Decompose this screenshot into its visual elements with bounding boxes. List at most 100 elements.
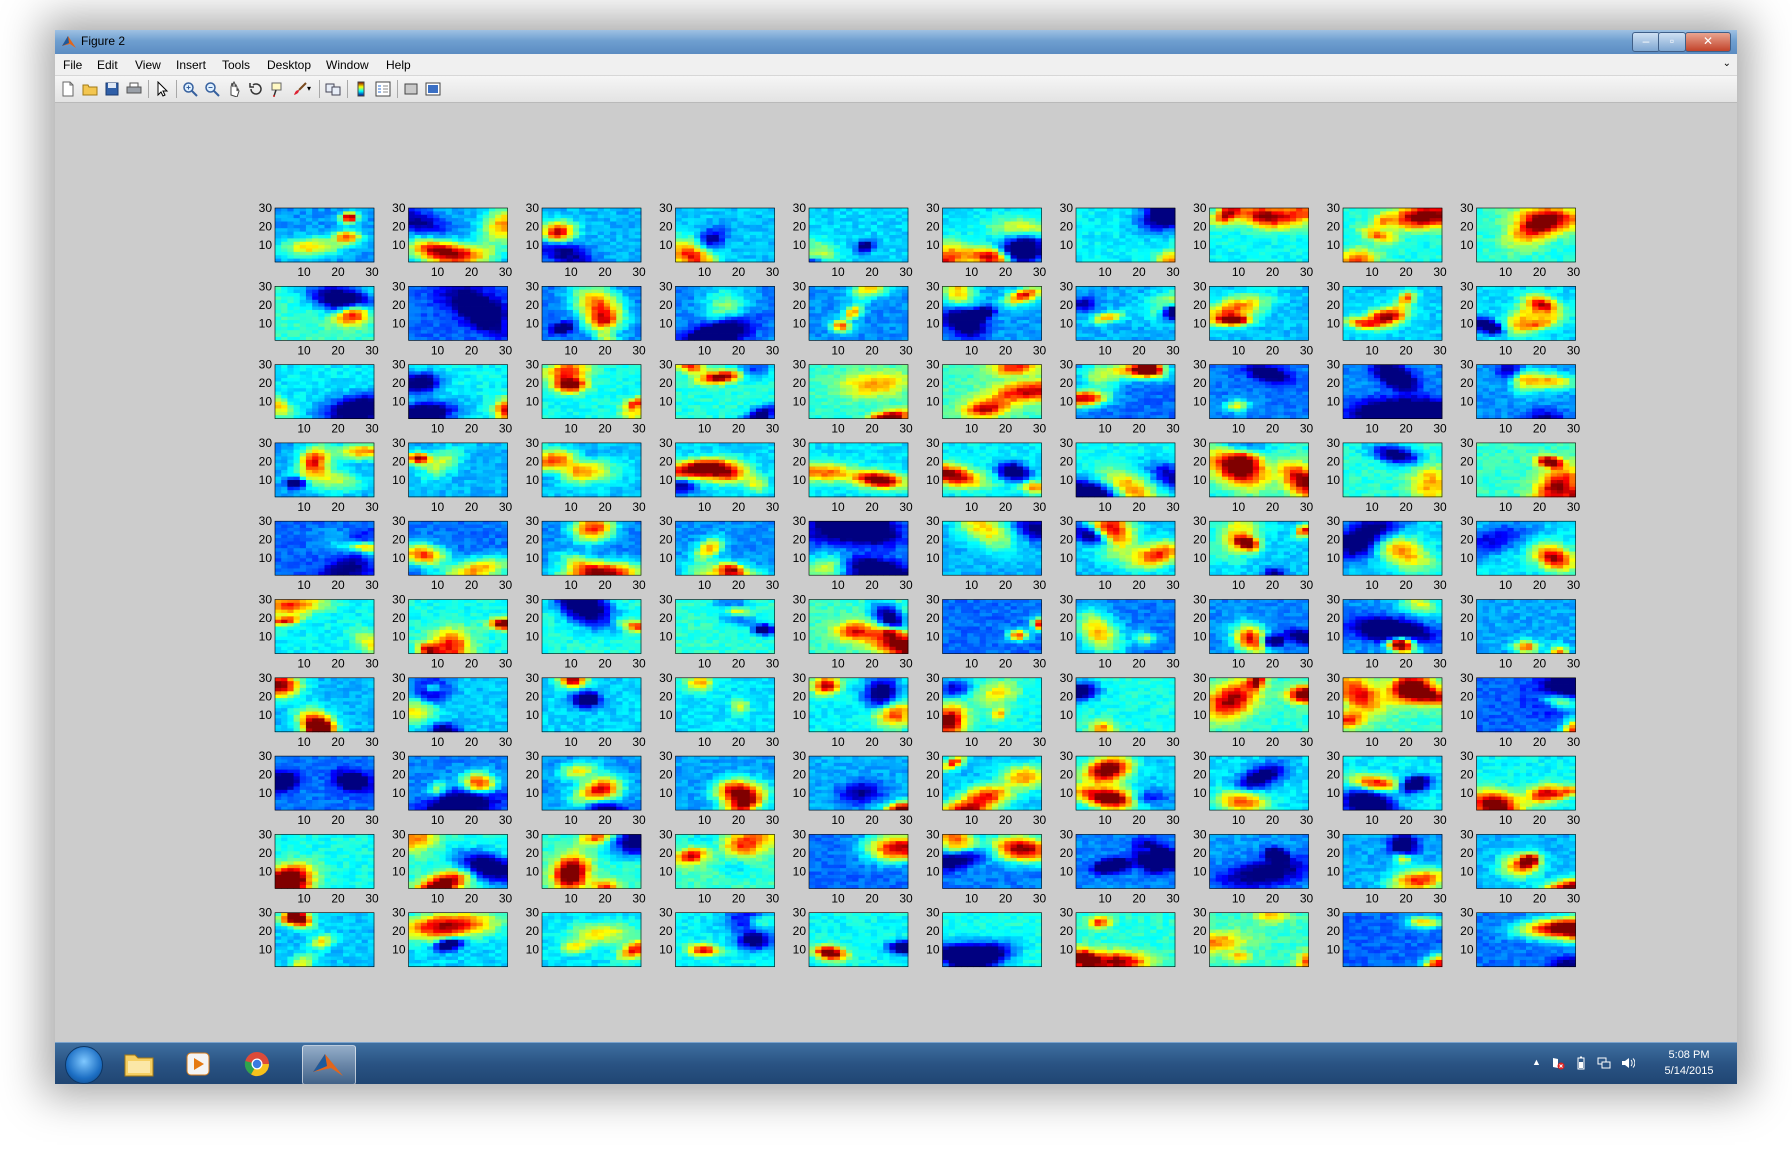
- subplot-46[interactable]: 30 20 10 10 20 30: [926, 514, 1046, 592]
- subplot-23[interactable]: 30 20 10 10 20 30: [526, 358, 646, 436]
- network-icon[interactable]: [1597, 1056, 1611, 1070]
- subplot-85[interactable]: 30 20 10 10 20 30: [793, 827, 913, 905]
- subplot-7[interactable]: 30 20 10 10 20 30: [1060, 201, 1180, 279]
- subplot-43[interactable]: 30 20 10 10 20 30: [526, 514, 646, 592]
- subplot-14[interactable]: 30 20 10 10 20 30: [659, 279, 779, 357]
- link-plot-icon[interactable]: [325, 81, 341, 97]
- title-bar[interactable]: Figure 2 – ▫ ✕: [55, 30, 1737, 55]
- subplot-84[interactable]: 30 20 10 10 20 30: [659, 827, 779, 905]
- subplot-39[interactable]: 30 20 10 10 20 30: [1327, 436, 1447, 514]
- subplot-3[interactable]: 30 20 10 10 20 30: [526, 201, 646, 279]
- subplot-86[interactable]: 30 20 10 10 20 30: [926, 827, 1046, 905]
- start-button-icon[interactable]: [65, 1046, 103, 1084]
- battery-icon[interactable]: [1574, 1056, 1588, 1070]
- subplot-78[interactable]: 30 20 10 10 20 30: [1193, 749, 1313, 827]
- subplot-8[interactable]: 30 20 10 10 20 30: [1193, 201, 1313, 279]
- subplot-17[interactable]: 30 20 10 10 20 30: [1060, 279, 1180, 357]
- pointer-icon[interactable]: [154, 81, 170, 97]
- subplot-38[interactable]: 30 20 10 10 20 30: [1193, 436, 1313, 514]
- subplot-25[interactable]: 30 20 10 10 20 30: [793, 358, 913, 436]
- menu-view[interactable]: View: [135, 58, 161, 72]
- subplot-77[interactable]: 30 20 10 10 20 30: [1060, 749, 1180, 827]
- subplot-56[interactable]: 30 20 10 10 20 30: [926, 593, 1046, 671]
- subplot-57[interactable]: 30 20 10 10 20 30: [1060, 593, 1180, 671]
- subplot-36[interactable]: 30 20 10 10 20 30: [926, 436, 1046, 514]
- subplot-80[interactable]: 30 20 10 10 20 30: [1460, 749, 1580, 827]
- subplot-16[interactable]: 30 20 10 10 20 30: [926, 279, 1046, 357]
- menu-desktop[interactable]: Desktop: [267, 58, 311, 72]
- new-figure-icon[interactable]: [60, 81, 76, 97]
- menu-tools[interactable]: Tools: [222, 58, 250, 72]
- subplot-45[interactable]: 30 20 10 10 20 30: [793, 514, 913, 592]
- clock-time[interactable]: 5:08 PM: [1659, 1049, 1719, 1061]
- subplot-4[interactable]: 30 20 10 10 20 30: [659, 201, 779, 279]
- subplot-22[interactable]: 30 20 10 10 20 30: [392, 358, 512, 436]
- subplot-81[interactable]: 30 20 10 10 20 30: [259, 827, 379, 905]
- maximize-button[interactable]: ▫: [1658, 32, 1686, 52]
- subplot-53[interactable]: 30 20 10 10 20 30: [526, 593, 646, 671]
- menu-window[interactable]: Window: [326, 58, 369, 72]
- subplot-44[interactable]: 30 20 10 10 20 30: [659, 514, 779, 592]
- subplot-20[interactable]: 30 20 10 10 20 30: [1460, 279, 1580, 357]
- subplot-74[interactable]: 30 20 10 10 20 30: [659, 749, 779, 827]
- subplot-11[interactable]: 30 20 10 10 20 30: [259, 279, 379, 357]
- subplot-69[interactable]: 30 20 10 10 20 30: [1327, 671, 1447, 749]
- taskbar-media-player[interactable]: [172, 1045, 224, 1083]
- zoom-out-icon[interactable]: [204, 81, 220, 97]
- subplot-50[interactable]: 30 20 10 10 20 30: [1460, 514, 1580, 592]
- close-button[interactable]: ✕: [1685, 32, 1731, 52]
- minimize-button[interactable]: –: [1632, 32, 1660, 52]
- print-icon[interactable]: [126, 81, 142, 97]
- subplot-75[interactable]: 30 20 10 10 20 30: [793, 749, 913, 827]
- subplot-15[interactable]: 30 20 10 10 20 30: [793, 279, 913, 357]
- subplot-30[interactable]: 30 20 10 10 20 30: [1460, 358, 1580, 436]
- subplot-9[interactable]: 30 20 10 10 20 30: [1327, 201, 1447, 279]
- subplot-63[interactable]: 30 20 10 10 20 30: [526, 671, 646, 749]
- subplot-49[interactable]: 30 20 10 10 20 30: [1327, 514, 1447, 592]
- subplot-54[interactable]: 30 20 10 10 20 30: [659, 593, 779, 671]
- subplot-64[interactable]: 30 20 10 10 20 30: [659, 671, 779, 749]
- subplot-42[interactable]: 30 20 10 10 20 30: [392, 514, 512, 592]
- subplot-40[interactable]: 30 20 10 10 20 30: [1460, 436, 1580, 514]
- taskbar-explorer[interactable]: [113, 1045, 165, 1083]
- subplot-28[interactable]: 30 20 10 10 20 30: [1193, 358, 1313, 436]
- subplot-35[interactable]: 30 20 10 10 20 30: [793, 436, 913, 514]
- subplot-60[interactable]: 30 20 10 10 20 30: [1460, 593, 1580, 671]
- subplot-51[interactable]: 30 20 10 10 20 30: [259, 593, 379, 671]
- subplot-79[interactable]: 30 20 10 10 20 30: [1327, 749, 1447, 827]
- show-hidden-icons-icon[interactable]: ▲: [1532, 1057, 1546, 1071]
- colorbar-icon[interactable]: [353, 81, 369, 97]
- open-file-icon[interactable]: [82, 81, 98, 97]
- subplot-29[interactable]: 30 20 10 10 20 30: [1327, 358, 1447, 436]
- legend-icon[interactable]: [375, 81, 391, 97]
- subplot-10[interactable]: 30 20 10 10 20 30: [1460, 201, 1580, 279]
- rotate-3d-icon[interactable]: [248, 81, 264, 97]
- subplot-47[interactable]: 30 20 10 10 20 30: [1060, 514, 1180, 592]
- subplot-13[interactable]: 30 20 10 10 20 30: [526, 279, 646, 357]
- subplot-41[interactable]: 30 20 10 10 20 30: [259, 514, 379, 592]
- figure-canvas[interactable]: 30 20 10 10 20 30 30 20 10 10 20 30 30 20 10 10 20 30 30 20…: [55, 102, 1737, 970]
- subplot-83[interactable]: 30 20 10 10 20 30: [526, 827, 646, 905]
- subplot-71[interactable]: 30 20 10 10 20 30: [259, 749, 379, 827]
- subplot-90[interactable]: 30 20 10 10 20 30: [1460, 827, 1580, 905]
- subplot-55[interactable]: 30 20 10 10 20 30: [793, 593, 913, 671]
- subplot-67[interactable]: 30 20 10 10 20 30: [1060, 671, 1180, 749]
- subplot-6[interactable]: 30 20 10 10 20 30: [926, 201, 1046, 279]
- subplot-12[interactable]: 30 20 10 10 20 30: [392, 279, 512, 357]
- pan-icon[interactable]: [226, 81, 242, 97]
- save-icon[interactable]: [104, 81, 120, 97]
- brush-dropdown-icon[interactable]: ▾: [307, 85, 315, 101]
- subplot-66[interactable]: 30 20 10 10 20 30: [926, 671, 1046, 749]
- taskbar-chrome[interactable]: [231, 1045, 283, 1083]
- hide-plot-tools-icon[interactable]: [403, 81, 419, 97]
- subplot-52[interactable]: 30 20 10 10 20 30: [392, 593, 512, 671]
- subplot-37[interactable]: 30 20 10 10 20 30: [1060, 436, 1180, 514]
- subplot-88[interactable]: 30 20 10 10 20 30: [1193, 827, 1313, 905]
- menu-insert[interactable]: Insert: [176, 58, 206, 72]
